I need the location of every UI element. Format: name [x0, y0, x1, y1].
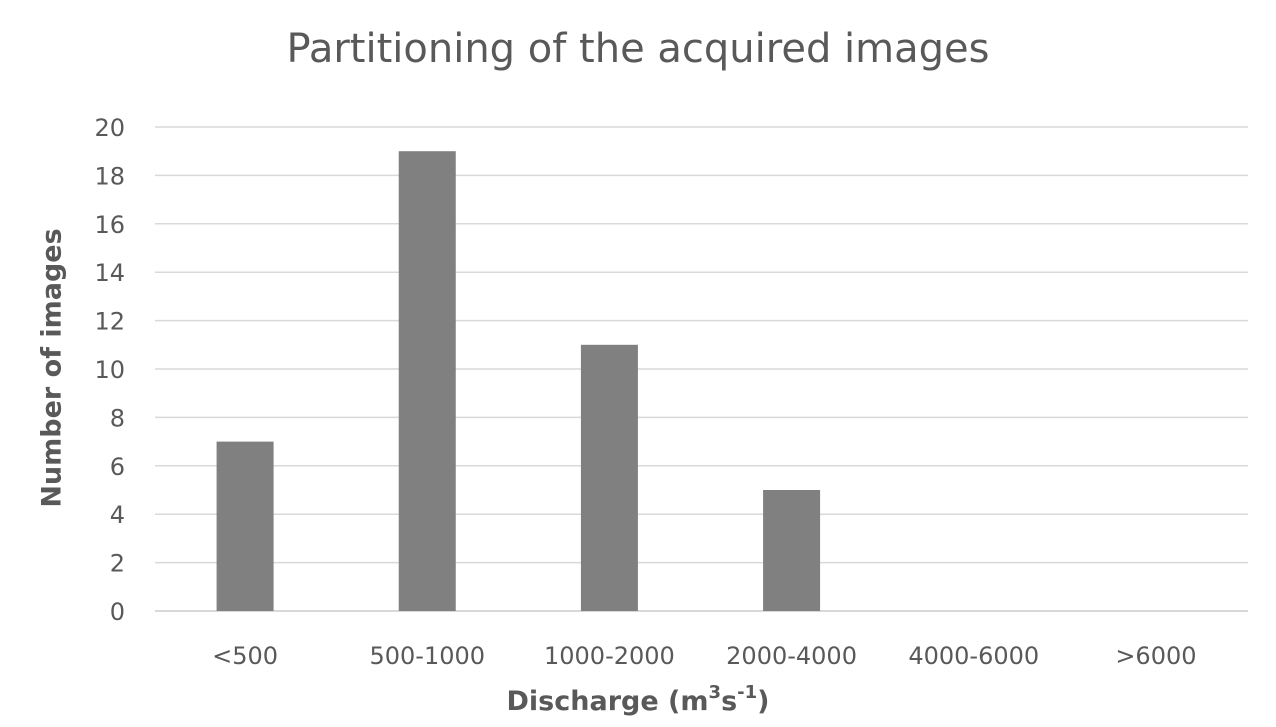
x-tick-label: 1000-2000	[544, 642, 675, 670]
x-tick-label: 2000-4000	[726, 642, 857, 670]
x-axis-title-mid: s	[721, 686, 738, 717]
x-tick-label: >6000	[1115, 642, 1196, 670]
bar	[580, 344, 638, 611]
y-tick-label: 20	[94, 114, 125, 142]
y-tick-label: 4	[110, 501, 125, 529]
x-axis-title-sup-1: 3	[708, 682, 722, 703]
y-tick-label: 18	[94, 162, 125, 190]
y-tick-label: 12	[94, 308, 125, 336]
x-axis-title-sup-2: -1	[737, 682, 758, 703]
bar	[398, 151, 456, 611]
y-tick-label: 2	[110, 550, 125, 578]
y-tick-label: 8	[110, 404, 125, 432]
x-tick-label: 4000-6000	[908, 642, 1039, 670]
x-tick-label: <500	[212, 642, 278, 670]
x-tick-label: 500-1000	[369, 642, 485, 670]
x-axis-title: Discharge (m3s-1)	[0, 684, 1276, 718]
y-tick-label: 6	[110, 453, 125, 481]
y-tick-label: 10	[94, 356, 125, 384]
bar	[216, 441, 274, 611]
y-tick-label: 16	[94, 211, 125, 239]
chart-title: Partitioning of the acquired images	[286, 26, 990, 72]
y-tick-label: 14	[94, 259, 125, 287]
y-tick-label: 0	[110, 598, 125, 626]
x-axis-title-prefix: Discharge (m	[506, 686, 709, 717]
x-axis-title-suffix: )	[757, 686, 770, 717]
bar	[763, 490, 821, 611]
